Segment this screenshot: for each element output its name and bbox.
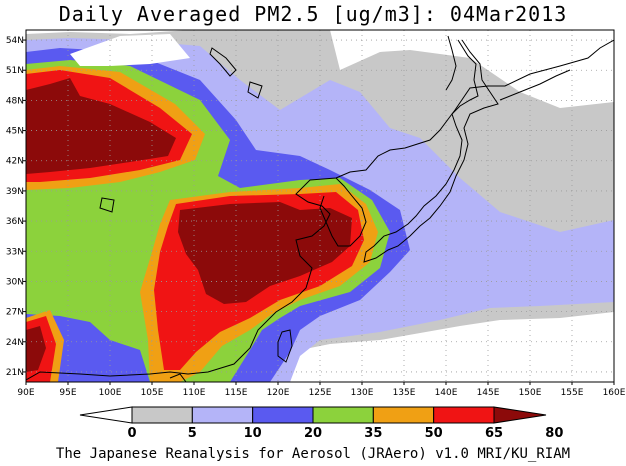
colorbar-min-arrow: [79, 406, 133, 424]
lat-tick-label: 54N: [6, 36, 24, 46]
japan-coast: [363, 39, 499, 263]
lon-tick-label: 95E: [59, 388, 76, 398]
lon-tick-label: 155E: [561, 388, 584, 398]
colorbar-segment: [312, 406, 374, 424]
colorbar-segment: [131, 406, 193, 424]
pm25-map: 90E 95E 100E 105E 110E 115E 120E 125E 130E 135E 14…: [6, 29, 626, 440]
lon-tick-label: 110E: [183, 388, 206, 398]
taiwan-coast: [277, 329, 293, 363]
colorbar-label: 65: [485, 426, 503, 440]
map-title: Daily Averaged PM2.5 [ug/m3]: 04Mar2013: [58, 2, 568, 26]
lon-tick-label: 140E: [435, 388, 458, 398]
credit-line: The Japanese Reanalysis for Aerosol (JRA…: [55, 446, 571, 462]
kuril-islands: [499, 69, 571, 101]
lat-tick-label: 21N: [6, 368, 24, 378]
level-80-region: [26, 78, 352, 372]
lon-tick-label: 90E: [17, 388, 34, 398]
korea-coast: [319, 177, 367, 247]
lat-tick-label: 24N: [6, 338, 24, 348]
colorbar-segment: [191, 406, 254, 424]
lon-tick-label: 105E: [141, 388, 164, 398]
lat-tick-label: 42N: [6, 157, 24, 167]
lat-tick-label: 30N: [6, 277, 24, 287]
colorbar-label: 80: [545, 426, 563, 440]
lon-tick-label: 100E: [99, 388, 122, 398]
lon-tick-label: 125E: [309, 388, 332, 398]
colorbar-label: 10: [244, 426, 262, 440]
coastlines: [26, 35, 614, 382]
lon-tick-label: 145E: [477, 388, 500, 398]
colorbar-label: 20: [304, 426, 322, 440]
colorbar-segment: [372, 406, 435, 424]
lon-tick-label: 150E: [519, 388, 542, 398]
latitude-ticks: 21N 24N 27N 30N 33N 36N 39N 42N 45N 48N 51N 54N: [6, 36, 26, 378]
lon-tick-label: 160E: [603, 388, 626, 398]
inland-lake: [99, 197, 115, 213]
hainan-coast: [169, 373, 187, 382]
lat-tick-label: 45N: [6, 127, 24, 137]
sakhalin-coast: [445, 35, 457, 91]
lon-tick-label: 130E: [351, 388, 374, 398]
lat-tick-label: 51N: [6, 66, 24, 76]
lat-tick-label: 36N: [6, 217, 24, 227]
lat-tick-label: 39N: [6, 187, 24, 197]
colorbar-label: 5: [188, 426, 197, 440]
colorbar-segment: [252, 406, 314, 424]
longitude-ticks: 90E 95E 100E 105E 110E 115E 120E 125E 130E 135E 14…: [17, 382, 626, 398]
lon-tick-label: 120E: [267, 388, 290, 398]
map-grid: [26, 30, 614, 382]
clean-air-region: [70, 34, 190, 66]
lon-tick-label: 135E: [393, 388, 416, 398]
colorbar-segment: [433, 406, 495, 424]
colorbar-label: 50: [425, 426, 443, 440]
lat-tick-label: 48N: [6, 96, 24, 106]
lake-baikal: [209, 47, 237, 77]
colorbar: 0 5 10 20 35 50 65 80: [79, 406, 563, 440]
colorbar-max-arrow: [493, 406, 547, 424]
colorbar-label: 0: [127, 426, 136, 440]
lat-tick-label: 27N: [6, 308, 24, 318]
colorbar-label: 35: [364, 426, 382, 440]
inland-lake-2: [247, 81, 263, 99]
lon-tick-label: 115E: [225, 388, 248, 398]
lat-tick-label: 33N: [6, 247, 24, 257]
